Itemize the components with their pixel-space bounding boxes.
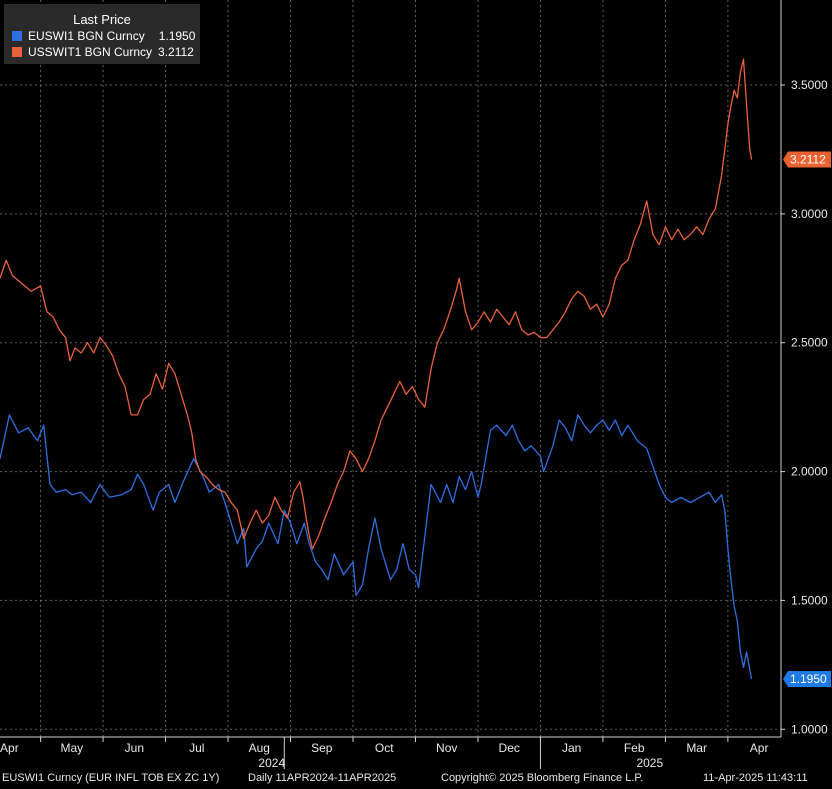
us-series-line — [0, 58, 753, 550]
x-tick-label: Apr — [750, 741, 769, 755]
footer-copyright: Copyright© 2025 Bloomberg Finance L.P. — [441, 772, 644, 784]
eu-swatch-icon — [12, 31, 22, 41]
x-tick-label: Sep — [311, 741, 333, 755]
footer-range: Daily 11APR2024-11APR2025 — [248, 772, 397, 784]
year-separators — [283, 737, 541, 769]
us-swatch-icon — [12, 47, 22, 57]
footer-ticker: EUSWI1 Curncy (EUR INFL TOB EX ZC 1Y) — [2, 772, 220, 784]
legend-title: Last Price — [73, 12, 131, 27]
y-tick-label: 1.0000 — [791, 722, 828, 736]
x-tick-labels: Apr May Jun Jul Aug Sep Oct Nov Dec Jan Feb Mar Apr 2… — [0, 737, 768, 770]
badge-label: 3.2112 — [790, 152, 826, 166]
x-tick-label: Feb — [624, 741, 645, 755]
gridlines — [0, 0, 781, 737]
x-tick-label: Oct — [375, 741, 394, 755]
legend-item-eu: EUSWI1 BGN Curncy 1.1950 — [12, 29, 200, 43]
badge-shape — [783, 151, 831, 168]
series-layer — [0, 58, 753, 680]
x-tick-label: May — [61, 741, 84, 755]
badge-label: 1.1950 — [790, 672, 827, 686]
x-tick-label: Apr — [0, 741, 19, 755]
footer-timestamp: 11-Apr-2025 11:43:11 — [703, 772, 808, 784]
x-tick-label: Mar — [686, 741, 707, 755]
legend-eu-value: 1.1950 — [158, 29, 196, 43]
legend-item-us: USSWIT1 BGN Curncy 3.2112 — [12, 45, 200, 59]
y-tick-labels: 1.0000 1.5000 2.0000 2.5000 3.0000 3.5000 — [781, 78, 828, 736]
y-tick-label: 3.0000 — [791, 207, 828, 221]
y-tick-label: 1.5000 — [791, 593, 828, 607]
x-tick-label: Dec — [499, 741, 520, 755]
eu-last-value-badge: 1.1950 — [783, 671, 831, 688]
legend: Last Price EUSWI1 BGN Curncy 1.1950 USSW… — [4, 4, 200, 64]
badge-shape — [783, 671, 831, 688]
year-label: 2024 — [258, 756, 285, 770]
us-last-value-badge: 3.2112 — [783, 151, 831, 168]
x-tick-label: Aug — [249, 741, 270, 755]
y-tick-label: 2.0000 — [791, 465, 828, 479]
x-tick-label: Nov — [436, 741, 457, 755]
legend-us-value: 3.2112 — [158, 45, 194, 59]
legend-eu-name: EUSWI1 BGN Curncy — [28, 29, 145, 43]
legend-us-name: USSWIT1 BGN Curncy — [28, 45, 153, 59]
x-tick-label: Jul — [189, 741, 204, 755]
y-tick-label: 3.5000 — [791, 78, 828, 92]
eu-series-line — [0, 414, 753, 680]
y-tick-label: 2.5000 — [791, 336, 828, 350]
last-value-badges: 1.1950 3.2112 — [783, 151, 831, 688]
x-tick-label: Jan — [562, 741, 581, 755]
footer: EUSWI1 Curncy (EUR INFL TOB EX ZC 1Y) Da… — [0, 772, 832, 789]
year-label: 2025 — [636, 756, 663, 770]
x-tick-label: Jun — [125, 741, 144, 755]
